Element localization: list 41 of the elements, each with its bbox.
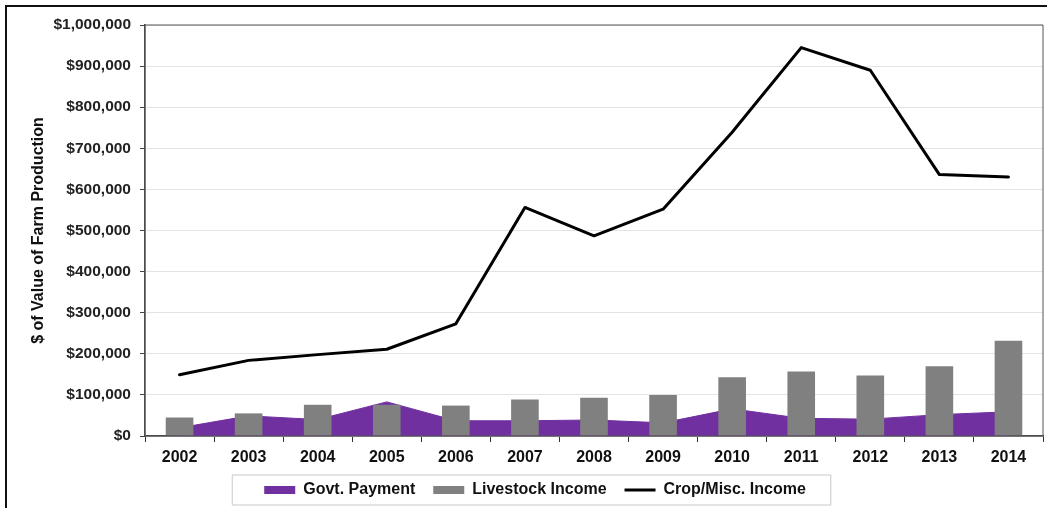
x-tick-label: 2012 [852,448,889,466]
y-tick-label: $400,000 [66,261,131,279]
y-tick-label: $900,000 [66,56,131,74]
x-tick-label: 2007 [507,448,543,466]
bar [994,340,1023,436]
y-axis-title: $ of Value of Farm Production [29,117,47,344]
x-tick-label: 2006 [438,448,474,466]
legend-label: Livestock Income [472,480,607,498]
bar [234,413,263,436]
bar [442,405,470,436]
y-tick-label: $300,000 [66,302,131,320]
bar [303,404,332,436]
x-tick-label: 2008 [576,448,612,466]
y-tick-label: $500,000 [66,220,131,238]
x-tick-label: 2003 [230,448,267,466]
bar [372,404,401,436]
y-tick-label: $200,000 [66,344,131,362]
x-tick-label: 2014 [990,448,1027,466]
y-tick-label: $600,000 [66,179,131,197]
x-tick-label: 2013 [921,448,958,466]
y-tick-label: $800,000 [66,97,131,115]
bar [649,394,677,436]
y-tick-label: $100,000 [66,385,131,403]
y-tick-label: $0 [113,426,131,444]
y-tick-label: $1,000,000 [53,15,131,33]
bar [511,399,539,436]
bar [787,371,816,436]
bar [580,397,608,436]
x-tick-label: 2002 [161,448,198,466]
bar [856,375,885,436]
y-tick-label: $700,000 [66,138,131,156]
x-tick-label: 2005 [368,448,405,466]
x-tick-label: 2009 [645,448,681,466]
x-tick-label: 2004 [299,448,336,466]
bar [925,366,954,436]
bar [718,377,746,436]
legend-label: Govt. Payment [303,480,416,498]
legend-label: Crop/Misc. Income [663,480,806,498]
x-tick-label: 2010 [714,448,751,466]
bar [165,417,194,436]
x-tick-label: 2011 [783,448,819,466]
